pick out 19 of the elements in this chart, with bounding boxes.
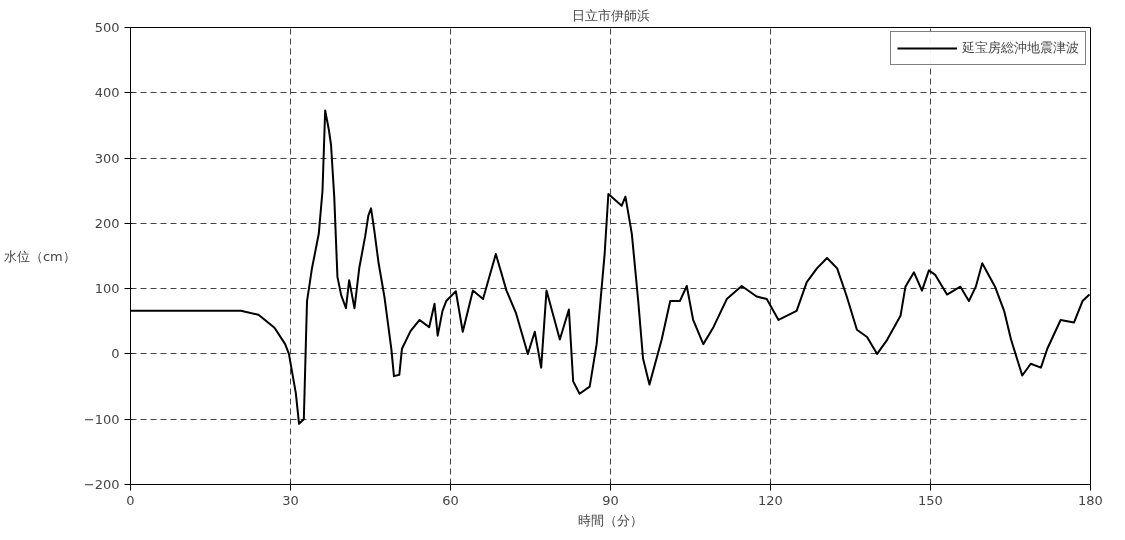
y-tick-label: 200 — [94, 215, 120, 231]
x-axis-title: 時間（分） — [578, 512, 643, 528]
x-tick-label: 90 — [602, 492, 619, 508]
y-tick-label: 0 — [111, 346, 120, 362]
x-tick-label: 60 — [442, 492, 459, 508]
y-axis-title: 水位（cm） — [3, 248, 76, 264]
y-tick-label: 100 — [94, 281, 120, 297]
chart-title: 日立市伊師浜 — [571, 7, 650, 23]
y-tick-label: −200 — [83, 477, 120, 492]
y-tick-label: 500 — [94, 20, 120, 35]
x-tick-label: 180 — [1078, 492, 1103, 508]
legend-label: 延宝房総沖地震津波 — [962, 39, 1079, 57]
x-tick-label: 0 — [126, 492, 135, 508]
y-tick-label: 300 — [94, 150, 120, 166]
x-tick-label: 120 — [758, 492, 783, 508]
x-tick-label: 150 — [918, 492, 943, 508]
y-tick-label: 400 — [94, 85, 120, 101]
x-tick-label: 30 — [282, 492, 299, 508]
y-tick-label: −100 — [83, 411, 120, 427]
